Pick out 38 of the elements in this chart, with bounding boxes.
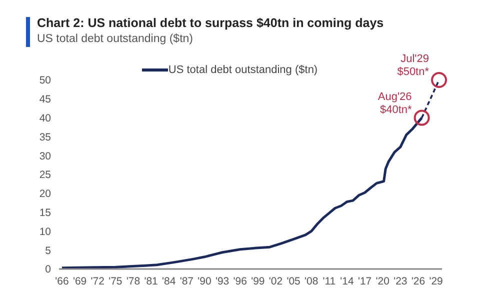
x-tick-label: '96 [233,275,248,288]
y-tick-label: 20 [39,188,52,200]
x-tick-label: '72 [90,275,105,288]
x-tick-label: '05 [286,275,301,288]
y-tick-label: 15 [39,207,52,220]
x-tick-label: '14 [340,275,354,288]
x-tick-label: '90 [198,275,212,288]
y-tick-label: 35 [39,131,52,144]
chart-title: Chart 2: US national debt to surpass $40tn in coming days [37,16,384,30]
y-tick-label: 45 [39,94,52,106]
x-tick-label: '84 [162,275,176,288]
x-tick-label: '26 [411,275,426,288]
y-tick-label: 10 [39,226,52,238]
chart-subtitle: US total debt outstanding ($tn) [37,33,193,45]
x-tick-label: '66 [55,275,69,288]
x-tick-label: '75 [108,275,122,288]
x-tick-label: '99 [251,275,265,288]
x-tick-label: '20 [376,275,390,288]
x-tick-label: '02 [268,275,283,288]
annotation: Jul'29 $50tn* [397,53,430,78]
x-tick-label: '11 [322,275,336,288]
legend-label: US total debt outstanding ($tn) [168,64,318,76]
x-tick-label: '69 [72,275,87,288]
x-tick-label: '17 [358,275,372,288]
x-tick-label: '08 [304,275,318,288]
x-tick-label: '81 [144,275,158,288]
x-tick-label: '78 [126,275,140,288]
y-tick-label: 25 [39,169,52,182]
x-tick-label: '93 [215,275,230,288]
annotation: Aug'26 $40tn* [378,90,413,116]
x-tick-label: '29 [429,275,444,288]
y-tick-label: 30 [39,150,52,162]
y-tick-label: 0 [45,264,52,276]
y-tick-label: 5 [45,244,52,257]
y-tick-label: 50 [39,74,52,87]
x-tick-label: '87 [180,275,194,288]
x-tick-label: '23 [394,275,408,288]
y-tick-label: 40 [39,112,52,125]
